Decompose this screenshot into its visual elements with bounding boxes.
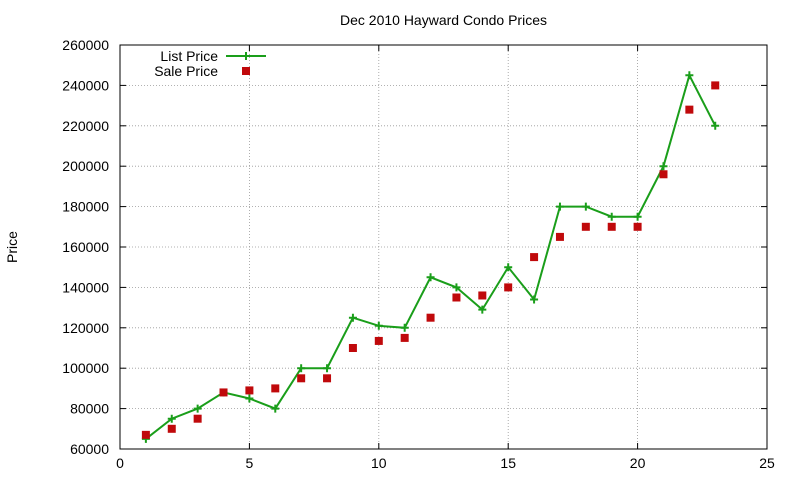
list-price-point [323,364,332,373]
sale-price-point [685,105,694,114]
y-tick-label: 120000 [62,320,109,336]
y-tick-label: 220000 [62,118,109,134]
legend-sale-price-sample [242,67,250,75]
sale-price-point [633,222,642,231]
x-tick-label: 20 [630,455,646,471]
list-price-point [530,295,539,304]
sale-price-point [711,81,720,90]
sale-price-point [581,222,590,231]
legend: List Price Sale Price [154,48,266,79]
y-tick-label: 140000 [62,279,109,295]
y-tick-label: 260000 [62,37,109,53]
sale-price-point [245,386,254,395]
sale-price-point [426,313,435,322]
x-tick-label: 15 [500,455,516,471]
sale-price-point [167,424,176,433]
list-price-point [400,323,409,332]
sale-price-point [400,333,409,342]
grid [120,45,767,449]
axis-ticks: 0 5 10 15 20 25 60000 80000 100000 120000 140000 16… [62,37,775,471]
list-price-point [633,212,642,221]
legend-list-price-label: List Price [160,48,218,64]
sale-price-point [478,291,487,300]
series-layer [141,71,720,443]
list-price-point [297,364,306,373]
list-price-point [504,263,513,272]
y-tick-label: 200000 [62,158,109,174]
x-tick-label: 0 [116,455,124,471]
list-price-point [478,305,487,314]
y-tick-label: 180000 [62,199,109,215]
sale-price-point [452,293,461,302]
list-price-point [193,404,202,413]
sale-price-point [659,170,668,179]
list-price-point [245,394,254,403]
legend-sale-price-marker [242,67,250,75]
sale-price-point [607,222,616,231]
list-price-point [452,283,461,292]
list-price-point [426,273,435,282]
sale-price-point [555,232,564,241]
chart-title: Dec 2010 Hayward Condo Prices [340,12,547,28]
sale-price-point [297,374,306,383]
y-tick-label: 160000 [62,239,109,255]
list-price-point [348,313,357,322]
list-price-point [607,212,616,221]
sale-price-point [374,336,383,345]
series-1 [141,81,720,439]
y-tick-label: 80000 [70,401,109,417]
sale-price-point [271,384,280,393]
sale-price-point [141,430,150,439]
list-price-point [659,162,668,171]
series-0 [141,71,720,443]
legend-sale-price-label: Sale Price [154,63,218,79]
sale-price-point [530,253,539,262]
list-price-point [374,321,383,330]
x-tick-label: 25 [759,455,775,471]
x-tick-label: 10 [371,455,387,471]
sale-price-point [323,374,332,383]
y-tick-label: 100000 [62,360,109,376]
list-price-point [711,121,720,130]
legend-list-price-sample [226,52,266,60]
list-price-point [581,202,590,211]
list-price-point [271,404,280,413]
sale-price-point [348,344,357,352]
sale-price-point [219,388,228,397]
x-tick-label: 5 [246,455,254,471]
list-price-line [145,72,717,440]
list-price-point [167,414,176,423]
y-tick-label: 60000 [70,441,109,457]
list-price-point [555,202,564,211]
legend-list-price-marker [242,52,250,60]
y-tick-label: 240000 [62,77,109,93]
sale-price-point [193,414,202,423]
list-price-point [685,71,694,80]
y-axis-label: Price [4,231,20,263]
sale-price-point [504,283,513,292]
